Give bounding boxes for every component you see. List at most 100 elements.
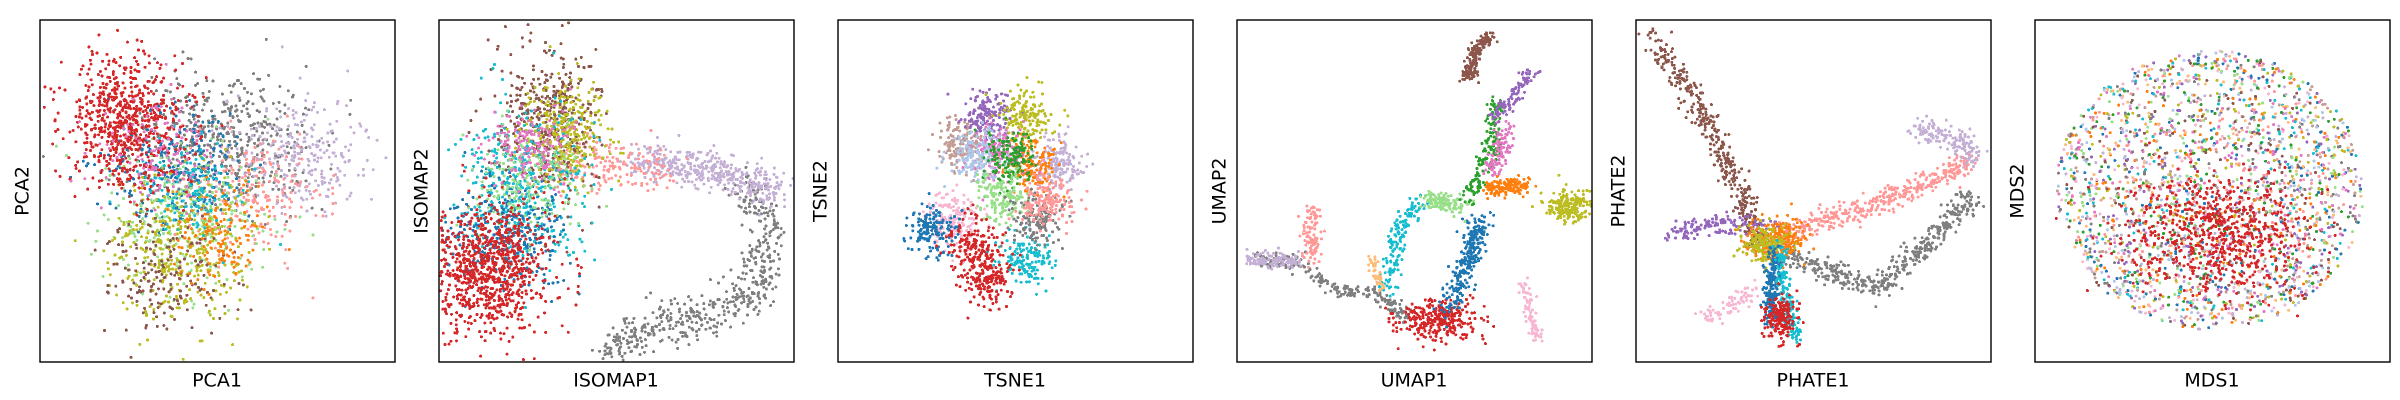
- scatter-point: [574, 176, 577, 179]
- scatter-point: [690, 153, 693, 156]
- scatter-point: [165, 132, 168, 135]
- scatter-point: [42, 155, 45, 158]
- scatter-point: [646, 182, 649, 185]
- scatter-point: [135, 204, 138, 207]
- scatter-point: [133, 213, 136, 216]
- scatter-point: [202, 296, 205, 299]
- scatter-point: [182, 165, 185, 168]
- scatter-point: [569, 72, 572, 75]
- scatter-point: [702, 167, 705, 170]
- scatter-point: [723, 183, 726, 186]
- scatter-point: [160, 63, 163, 66]
- scatter-point: [128, 220, 131, 223]
- scatter-point: [610, 177, 613, 180]
- scatter-point: [683, 180, 686, 183]
- scatter-point: [158, 220, 161, 223]
- scatter-point: [286, 267, 289, 270]
- scatter-point: [681, 335, 684, 338]
- scatter-point: [289, 134, 292, 137]
- scatter-point: [215, 177, 218, 180]
- scatter-point: [234, 209, 237, 212]
- scatter-point: [224, 148, 227, 151]
- scatter-point: [76, 160, 79, 163]
- scatter-point: [77, 126, 80, 129]
- scatter-point: [136, 262, 139, 265]
- scatter-point: [162, 266, 165, 269]
- scatter-point: [669, 316, 672, 319]
- scatter-point: [691, 180, 694, 183]
- scatter-point: [135, 60, 138, 63]
- scatter-point: [275, 170, 278, 173]
- scatter-point: [244, 175, 247, 178]
- scatter-point: [80, 68, 83, 71]
- scatter-point: [108, 167, 111, 170]
- scatter-point: [232, 126, 235, 129]
- scatter-point: [659, 149, 662, 152]
- scatter-point: [666, 161, 669, 164]
- scatter-point: [308, 190, 311, 193]
- scatter-point: [209, 155, 212, 158]
- scatter-point: [117, 172, 120, 175]
- scatter-point: [94, 240, 97, 243]
- scatter-point: [316, 140, 319, 143]
- scatter-point: [167, 208, 170, 211]
- scatter-point: [756, 162, 759, 165]
- scatter-point: [763, 260, 766, 263]
- scatter-point: [164, 116, 167, 119]
- scatter-point: [582, 66, 585, 69]
- scatter-point: [733, 289, 736, 292]
- scatter-point: [226, 191, 229, 194]
- scatter-point: [252, 201, 255, 204]
- scatter-point: [176, 299, 179, 302]
- scatter-point: [729, 326, 732, 329]
- scatter-point: [173, 211, 176, 214]
- scatter-point: [635, 143, 638, 146]
- scatter-point: [186, 104, 189, 107]
- scatter-point: [304, 99, 307, 102]
- scatter-point: [776, 176, 779, 179]
- scatter-point: [719, 177, 722, 180]
- scatter-point: [84, 84, 87, 87]
- isomap-panel: ISOMAP1 ISOMAP2: [411, 20, 795, 392]
- scatter-point: [156, 139, 159, 142]
- scatter-point: [119, 104, 122, 107]
- scatter-point: [285, 142, 288, 145]
- scatter-point: [109, 273, 112, 276]
- scatter-point: [581, 159, 584, 162]
- scatter-point: [243, 155, 246, 158]
- scatter-point: [122, 183, 125, 186]
- scatter-point: [769, 209, 772, 212]
- scatter-point: [165, 105, 168, 108]
- scatter-point: [211, 168, 214, 171]
- scatter-point: [214, 207, 217, 210]
- scatter-point: [263, 126, 266, 129]
- scatter-point: [119, 100, 122, 103]
- scatter-point: [560, 120, 563, 123]
- scatter-point: [174, 69, 177, 72]
- scatter-point: [247, 215, 250, 218]
- scatter-point: [111, 132, 114, 135]
- scatter-point: [679, 317, 682, 320]
- scatter-point: [99, 96, 102, 99]
- scatter-point: [699, 166, 702, 169]
- scatter-point: [281, 235, 284, 238]
- scatter-point: [154, 263, 157, 266]
- scatter-point: [272, 139, 275, 142]
- scatter-point: [591, 349, 594, 352]
- scatter-point: [609, 143, 612, 146]
- scatter-point: [188, 288, 191, 291]
- scatter-point: [181, 160, 184, 163]
- scatter-point: [65, 154, 68, 157]
- scatter-point: [214, 264, 217, 267]
- scatter-point: [106, 116, 109, 119]
- scatter-point: [139, 272, 142, 275]
- scatter-point: [139, 97, 142, 100]
- scatter-point: [212, 120, 215, 123]
- scatter-point: [687, 180, 690, 183]
- scatter-point: [245, 265, 248, 268]
- scatter-point: [112, 154, 115, 157]
- scatter-point: [116, 143, 119, 146]
- scatter-point: [202, 92, 205, 95]
- scatter-point: [221, 159, 224, 162]
- scatter-point: [298, 189, 301, 192]
